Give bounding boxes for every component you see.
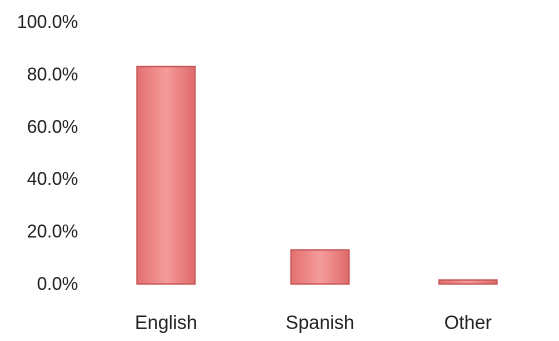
bar-spanish — [290, 249, 350, 285]
bars — [136, 65, 498, 285]
x-category-label: English — [135, 313, 197, 334]
y-tick-label: 60.0% — [27, 117, 78, 137]
y-tick-label: 20.0% — [27, 222, 78, 242]
y-tick-label: 100.0% — [17, 12, 78, 32]
bar-english — [136, 65, 196, 285]
bar-other — [438, 279, 498, 285]
x-axis: English Spanish Other — [135, 313, 493, 334]
x-category-label: Spanish — [286, 313, 355, 334]
y-tick-label: 80.0% — [27, 64, 78, 84]
y-axis: 100.0% 80.0% 60.0% 40.0% 20.0% 0.0% — [17, 12, 78, 294]
y-tick-label: 0.0% — [37, 274, 78, 294]
y-tick-label: 40.0% — [27, 169, 78, 189]
x-category-label: Other — [444, 313, 492, 334]
